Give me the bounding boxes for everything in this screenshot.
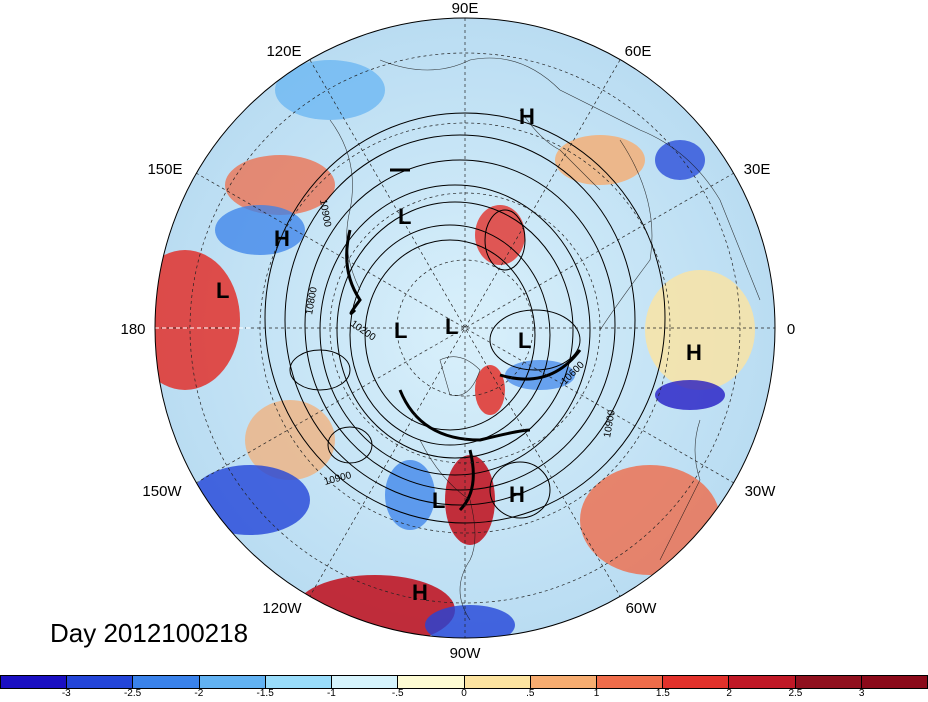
colorbar-tick-label: 1.5 — [655, 688, 670, 699]
coastlines — [329, 57, 761, 621]
pressure-center-label: L — [518, 328, 531, 353]
longitude-label: 0 — [787, 321, 795, 338]
longitude-label: 90W — [450, 645, 482, 662]
pressure-center-label: L — [398, 204, 411, 229]
pressure-center-label: L — [394, 318, 407, 343]
colorbar-tick-label: 3 — [858, 688, 865, 699]
longitude-label: 60E — [625, 43, 652, 60]
map-title: Day 2012100218 — [50, 618, 249, 648]
colorbar-swatch — [133, 676, 200, 688]
colorbar-tick-label: 2.5 — [788, 688, 803, 699]
colorbar-swatch — [199, 676, 266, 688]
colorbar-swatch — [464, 676, 531, 688]
warm-anomaly-patch — [555, 135, 645, 185]
colorbar-tick-label: .5 — [526, 688, 535, 699]
colorbar-swatch — [67, 676, 134, 688]
cold-anomaly-patch — [275, 60, 385, 120]
cold-anomaly-patch — [385, 460, 435, 530]
contour-label: 10900 — [602, 409, 618, 439]
longitude-label: 150E — [147, 161, 182, 178]
pressure-center-label: L — [216, 278, 229, 303]
pressure-center-label: H — [519, 104, 535, 129]
longitude-graticule — [155, 18, 775, 638]
longitude-label: 180 — [120, 321, 145, 338]
colorbar-swatch — [1, 676, 68, 688]
height-contours — [264, 112, 666, 524]
longitude-label: 90E — [452, 0, 479, 17]
colorbar-swatch — [861, 676, 928, 688]
pressure-center-label: H — [412, 580, 428, 605]
pressure-center-label: H — [509, 482, 525, 507]
longitude-label: 150W — [142, 483, 182, 500]
longitude-label: 120W — [262, 600, 302, 617]
colorbar-tick-label: 1 — [593, 688, 600, 699]
cold-anomaly-patch — [505, 360, 575, 390]
warm-anomaly-patch — [475, 365, 505, 415]
colorbar-tick-label: 0 — [461, 688, 467, 699]
colorbar-tick-label: -2 — [194, 688, 204, 699]
colorbar-tick-label: -1 — [326, 688, 336, 699]
colorbar-tick-label: 2 — [726, 688, 732, 699]
pressure-center-label: L — [432, 488, 445, 513]
contour-label: 10900 — [317, 199, 333, 229]
pressure-center-label: H — [686, 340, 702, 365]
cold-anomaly-patch — [655, 380, 725, 410]
cold-anomaly-patch — [425, 605, 515, 638]
jet-stream-contours — [345, 168, 582, 512]
colorbar-swatch — [795, 676, 862, 688]
colorbar-swatch — [663, 676, 730, 688]
contour-label: 10800 — [304, 286, 320, 316]
colorbar — [0, 675, 928, 689]
cold-anomaly-patch — [215, 205, 305, 255]
longitude-label: 30E — [744, 161, 771, 178]
cold-anomaly-patch — [655, 140, 705, 180]
warm-anomaly-patch — [225, 155, 335, 215]
warm-anomaly-patch — [155, 250, 240, 390]
colorbar-swatch — [729, 676, 796, 688]
warm-anomaly-patch — [475, 205, 525, 265]
warm-anomaly-patch — [645, 270, 755, 390]
longitude-label: 120E — [266, 43, 301, 60]
colorbar-swatch — [530, 676, 597, 688]
colorbar-tick-label: -3 — [61, 688, 71, 699]
colorbar-tick-label: -1.5 — [256, 688, 274, 699]
colorbar-swatch — [332, 676, 399, 688]
colorbar-swatch — [265, 676, 333, 688]
polar-stereographic-map: 10900 10800 10200 10600 10900 10900 H L … — [120, 0, 795, 662]
pressure-center-label: H — [274, 226, 290, 251]
colorbar-tick-label: -.5 — [391, 688, 404, 699]
colorbar-swatch — [398, 676, 465, 688]
colorbar-labels: -3 -2.5 -2 -1.5 -1 -.5 0 .5 1 1.5 2 2.5 3 — [0, 688, 928, 702]
pressure-center-label: L — [445, 314, 458, 339]
map-boundary — [154, 17, 776, 639]
anomaly-field — [155, 18, 775, 638]
colorbar-tick-label: -2.5 — [123, 688, 142, 699]
longitude-label: 30W — [745, 483, 777, 500]
longitude-label: 60W — [626, 600, 658, 617]
colorbar-swatch — [596, 676, 664, 688]
